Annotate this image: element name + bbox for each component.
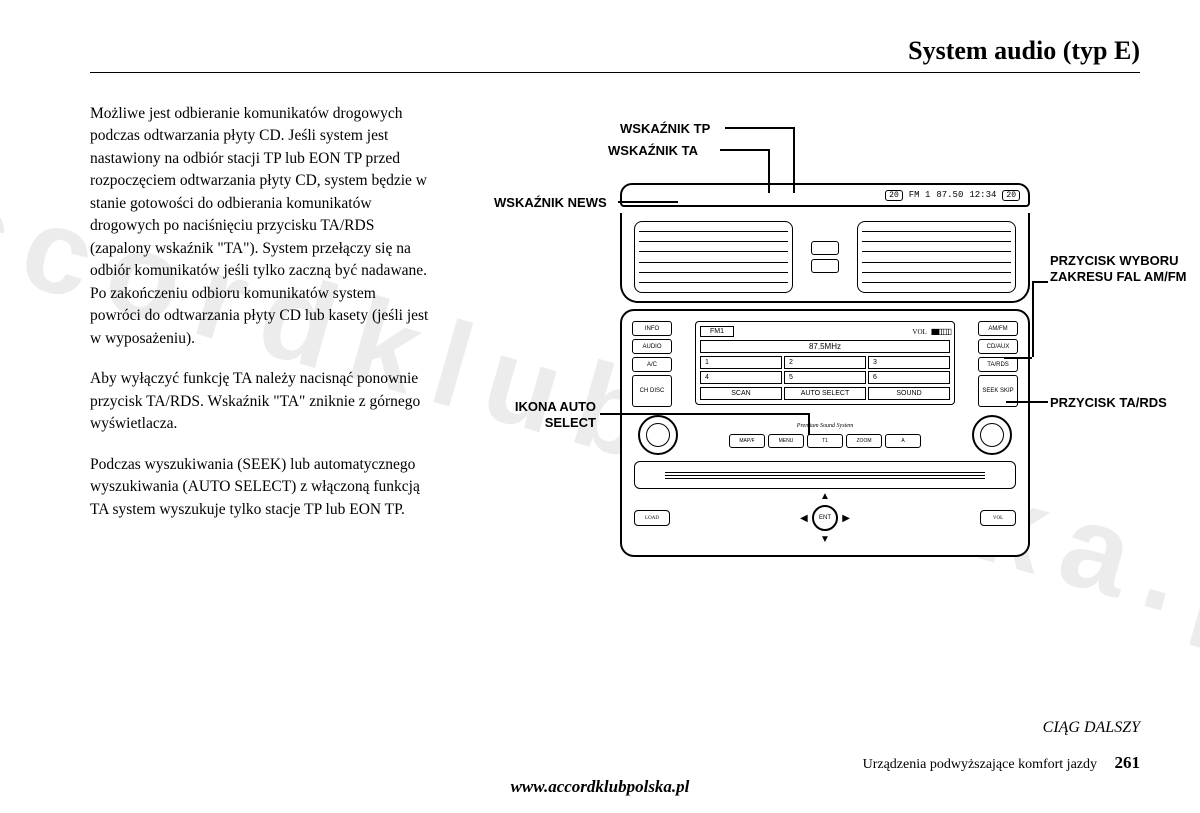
paragraph-1: Możliwe jest odbieranie komunikatów drog… [90, 103, 430, 350]
vent-right [857, 221, 1016, 293]
hazard-controls [807, 221, 843, 293]
autoselect-button[interactable]: AUTO SELECT [784, 387, 866, 400]
bottom-controls: LOAD ▲ ▼ ◀ ▶ ENT VOL [634, 495, 1016, 541]
info-button[interactable]: INFO [632, 321, 672, 336]
preset-6[interactable]: 6 [868, 371, 950, 384]
paragraph-2: Aby wyłączyć funkcję TA należy nacisnąć … [90, 368, 430, 435]
right-buttons: AM/FM CD/AUX TA/RDS SEEK SKIP [978, 321, 1018, 407]
radio-unit-diagram: 20 FM 1 87.50 12:34 20 [620, 183, 1030, 557]
label-ta: WSKAŹNIK TA [608, 143, 698, 159]
continued-label: CIĄG DALSZY [863, 719, 1140, 737]
text-column: Możliwe jest odbieranie komunikatów drog… [90, 103, 430, 539]
lcd-temp-left: 20 [885, 190, 903, 201]
air-vents [620, 213, 1030, 303]
knob-row: Premium Sound System MAP/F MENU T1 ZOOM … [634, 415, 1016, 455]
lcd-band: FM 1 [909, 190, 931, 200]
page-number: 261 [1115, 753, 1141, 772]
vent-left [634, 221, 793, 293]
label-autoselect: IKONA AUTO SELECT [496, 399, 596, 430]
label-tp: WSKAŹNIK TP [620, 121, 710, 137]
nav-buttons: Premium Sound System MAP/F MENU T1 ZOOM … [678, 423, 972, 448]
left-buttons: INFO AUDIO A/C CH DISC [632, 321, 672, 407]
preset-5[interactable]: 5 [784, 371, 866, 384]
zoom-button[interactable]: ZOOM [846, 434, 882, 448]
title-rule [90, 72, 1140, 73]
lcd-temp-right: 20 [1002, 190, 1020, 201]
cd-slot [634, 461, 1016, 489]
a-button[interactable]: A [885, 434, 921, 448]
section-label: Urządzenia podwyższające komfort jazdy 2… [863, 753, 1140, 773]
amfm-button[interactable]: AM/FM [978, 321, 1018, 336]
content-area: Możliwe jest odbieranie komunikatów drog… [90, 103, 1140, 539]
site-url: www.accordklubpolska.pl [511, 777, 690, 797]
screen-band: FM1 [700, 326, 734, 337]
console-main: INFO AUDIO A/C CH DISC AM/FM CD/AUX TA/R… [634, 321, 1016, 405]
t1-button[interactable]: T1 [807, 434, 843, 448]
label-band: PRZYCISK WYBORU ZAKRESU FAL AM/FM [1050, 253, 1190, 284]
page-title: System audio (typ E) [90, 36, 1140, 66]
sound-system-label: Premium Sound System [678, 423, 972, 429]
preset-1[interactable]: 1 [700, 356, 782, 369]
scan-button[interactable]: SCAN [700, 387, 782, 400]
tards-button[interactable]: TA/RDS [978, 357, 1018, 372]
page-footer: CIĄG DALSZY Urządzenia podwyższające kom… [863, 719, 1140, 773]
joystick[interactable]: ▲ ▼ ◀ ▶ ENT [802, 495, 848, 541]
frequency-display: 87.5MHz [700, 340, 950, 353]
hazard-button[interactable] [811, 241, 839, 255]
preset-3[interactable]: 3 [868, 356, 950, 369]
disc-button[interactable]: CH DISC [632, 375, 672, 407]
center-screen: FM1 VOL ▮▮▮▯▯▯▯▯ 87.5MHz 1 2 3 [695, 321, 955, 405]
diagram-column: WSKAŹNIK TP WSKAŹNIK TA WSKAŹNIK NEWS PR… [450, 103, 1140, 539]
cdaux-button[interactable]: CD/AUX [978, 339, 1018, 354]
defrost-button[interactable] [811, 259, 839, 273]
preset-2[interactable]: 2 [784, 356, 866, 369]
left-knob[interactable] [638, 415, 678, 455]
upper-display: 20 FM 1 87.50 12:34 20 [620, 183, 1030, 207]
preset-grid: 1 2 3 4 5 6 [700, 356, 950, 384]
audio-console: INFO AUDIO A/C CH DISC AM/FM CD/AUX TA/R… [620, 309, 1030, 557]
right-knob[interactable] [972, 415, 1012, 455]
lcd-clock: 12:34 [969, 190, 996, 200]
vol-label: VOL [912, 328, 926, 336]
lcd-frequency: 87.50 [936, 190, 963, 200]
ent-button[interactable]: ENT [812, 505, 838, 531]
paragraph-3: Podczas wyszukiwania (SEEK) lub automaty… [90, 454, 430, 521]
audio-button[interactable]: AUDIO [632, 339, 672, 354]
map-button[interactable]: MAP/F [729, 434, 765, 448]
function-row: SCAN AUTO SELECT SOUND [700, 387, 950, 400]
load-button[interactable]: LOAD [634, 510, 670, 526]
vol-button[interactable]: VOL [980, 510, 1016, 526]
label-tards: PRZYCISK TA/RDS [1050, 395, 1170, 411]
ac-button[interactable]: A/C [632, 357, 672, 372]
menu-button[interactable]: MENU [768, 434, 804, 448]
preset-4[interactable]: 4 [700, 371, 782, 384]
label-news: WSKAŹNIK NEWS [494, 195, 607, 211]
sound-button[interactable]: SOUND [868, 387, 950, 400]
